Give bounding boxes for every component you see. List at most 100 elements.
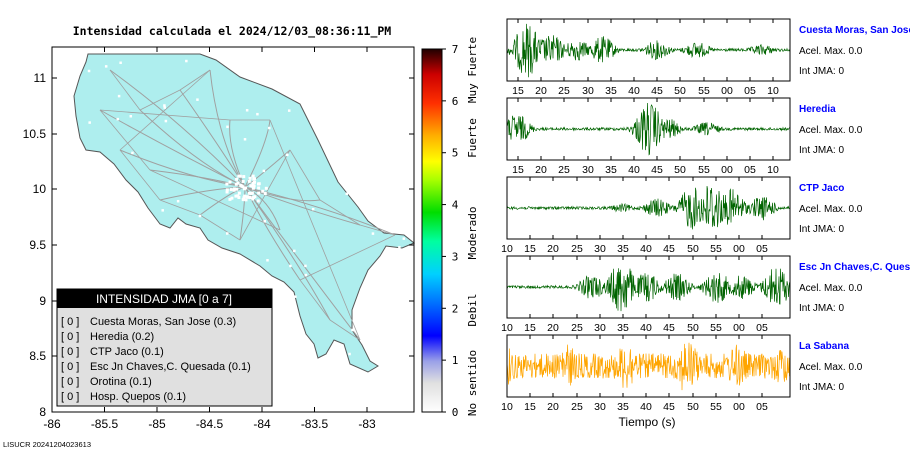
waveform-x-tick: 15 [524, 243, 536, 255]
waveform-x-tick: 35 [605, 164, 617, 176]
colorbar-tick: 2 [452, 302, 459, 315]
waveform-x-tick: 45 [651, 164, 663, 176]
waveform-frame [506, 334, 791, 398]
map-x-tick: -85 [148, 417, 166, 431]
legend-item-level: [ 0 ] [61, 346, 79, 358]
waveform-x-tick: 05 [756, 243, 768, 255]
colorbar-level-label: Debil [466, 293, 479, 326]
waveform-x-tick: 45 [663, 243, 675, 255]
waveform-x-tick: 10 [501, 322, 513, 334]
waveform-x-tick: 50 [687, 322, 699, 334]
colorbar-tick: 0 [452, 406, 459, 419]
waveform-x-tick: 40 [628, 164, 640, 176]
waveform-x-tick: 10 [501, 243, 513, 255]
waveform-x-tick: 45 [651, 85, 663, 97]
station-acel-max: Acel. Max. 0.0 [799, 204, 863, 215]
waveform-x-tick: 25 [558, 85, 570, 97]
waveform-x-tick: 50 [687, 401, 699, 413]
waveform-x-tick: 25 [571, 322, 583, 334]
waveform-panel: 15 20 25 30 35 40 45 50 55 00 05 10 Cuesta Moras, Sa… [506, 18, 910, 97]
waveform-x-tick: 50 [687, 243, 699, 255]
colorbar-tick: 1 [452, 354, 459, 367]
waveform-x-tick: 50 [674, 164, 686, 176]
colorbar-tick: 4 [452, 199, 459, 212]
colorbar-tick: 3 [452, 250, 459, 263]
map-y-tick: 9 [39, 294, 46, 308]
legend-item-name: Orotina (0.1) [90, 376, 152, 388]
waveform-frame [506, 97, 791, 161]
colorbar-level-label: No sentido [466, 350, 479, 416]
station-acel-max: Acel. Max. 0.0 [799, 283, 863, 294]
waveform-x-tick: 20 [547, 322, 559, 334]
waveform-x-tick: 15 [512, 164, 524, 176]
map-y-tick: 9.5 [29, 238, 46, 252]
intensity-colorbar: 0 1 2 3 4 5 6 7 No sentido Debil Moderado Fuerte Mu… [421, 37, 479, 419]
station-name[interactable]: La Sabana [799, 341, 849, 352]
waveform-x-tick: 30 [582, 164, 594, 176]
colorbar-tick: 6 [452, 95, 459, 108]
x-axis-label: Tiempo (s) [619, 415, 676, 429]
map-x-tick: -83 [358, 417, 376, 431]
waveform-x-tick: 35 [605, 85, 617, 97]
waveform-panels: 15 20 25 30 35 40 45 50 55 00 05 10 Cuesta Moras, Sa… [501, 18, 910, 413]
station-dots [87, 59, 426, 356]
waveform-x-tick: 00 [721, 164, 733, 176]
legend-title: INTENSIDAD JMA [0 a 7] [96, 292, 232, 306]
waveform-trace [506, 342, 790, 391]
waveform-x-tick: 45 [663, 322, 675, 334]
waveform-x-tick: 55 [710, 401, 722, 413]
waveform-x-tick: 40 [640, 322, 652, 334]
waveform-x-tick: 25 [571, 401, 583, 413]
waveform-panel: 10 15 20 25 30 35 40 45 50 55 00 05 Esc Jn Chaves,C.… [501, 255, 910, 334]
map-x-tick: -84 [253, 417, 271, 431]
waveform-x-tick: 35 [617, 243, 629, 255]
waveform-frame [506, 255, 791, 319]
station-acel-max: Acel. Max. 0.0 [799, 46, 863, 57]
colorbar-level-label: Muy Fuerte [466, 37, 479, 103]
legend-item-level: [ 0 ] [61, 361, 79, 373]
waveform-panel: 10 15 20 25 30 35 40 45 50 55 00 05 CTP Jaco Acel. Ma… [501, 176, 863, 255]
waveform-x-tick: 30 [594, 322, 606, 334]
waveform-x-tick: 55 [710, 322, 722, 334]
legend-item-name: CTP Jaco (0.1) [90, 346, 164, 358]
station-int-jma: Int JMA: 0 [799, 382, 844, 393]
waveform-frame [506, 18, 791, 82]
waveform-x-tick: 20 [547, 243, 559, 255]
waveform-x-tick: 20 [547, 401, 559, 413]
station-name[interactable]: Cuesta Moras, San Jose [799, 25, 910, 36]
legend-item-level: [ 0 ] [61, 316, 79, 328]
waveform-x-tick: 00 [721, 85, 733, 97]
waveform-x-tick: 00 [733, 322, 745, 334]
waveform-x-tick: 45 [663, 401, 675, 413]
waveform-x-tick: 40 [640, 243, 652, 255]
colorbar-level-label: Fuerte [466, 118, 479, 158]
waveform-x-tick: 25 [558, 164, 570, 176]
legend-item-name: Esc Jn Chaves,C. Quesada (0.1) [90, 361, 251, 373]
map-x-tick: -85.5 [91, 417, 119, 431]
station-name[interactable]: Heredia [799, 104, 836, 115]
legend-item-level: [ 0 ] [61, 331, 79, 343]
legend-item-level: [ 0 ] [61, 376, 79, 388]
waveform-x-tick: 15 [512, 85, 524, 97]
waveform-x-tick: 25 [571, 243, 583, 255]
waveform-trace [506, 186, 790, 230]
station-acel-max: Acel. Max. 0.0 [799, 125, 863, 136]
waveform-x-tick: 10 [767, 164, 779, 176]
waveform-panel: 10 15 20 25 30 35 40 45 50 55 00 05 La Sabana Acel. M… [501, 334, 863, 413]
waveform-x-tick: 50 [674, 85, 686, 97]
waveform-x-tick: 35 [617, 322, 629, 334]
page-title: Intensidad calculada el 2024/12/03_08:36… [73, 24, 392, 39]
station-name[interactable]: Esc Jn Chaves,C. Ques [799, 262, 910, 273]
map-y-tick: 10.5 [23, 127, 47, 141]
waveform-x-tick: 00 [733, 243, 745, 255]
station-int-jma: Int JMA: 0 [799, 224, 844, 235]
waveform-trace [506, 268, 790, 312]
station-acel-max: Acel. Max. 0.0 [799, 362, 863, 373]
waveform-panel: 15 20 25 30 35 40 45 50 55 00 05 10 Heredia Acel. Max… [506, 97, 863, 176]
waveform-x-tick: 55 [710, 243, 722, 255]
station-name[interactable]: CTP Jaco [799, 183, 844, 194]
waveform-x-tick: 55 [698, 85, 710, 97]
waveform-x-tick: 00 [733, 401, 745, 413]
waveform-x-tick: 10 [501, 401, 513, 413]
